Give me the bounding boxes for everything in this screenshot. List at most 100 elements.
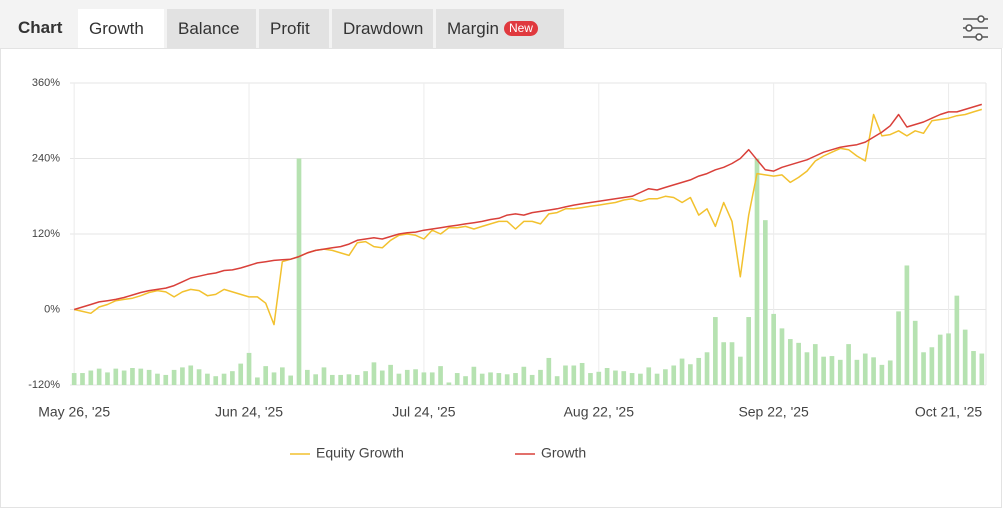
bar [554,376,560,385]
bar [896,311,901,385]
y-tick-label: 120% [32,228,60,240]
tab-label: Margin [447,19,499,38]
bar [446,382,452,385]
bar [438,366,443,385]
bar [255,377,260,385]
bar [205,373,210,385]
x-tick-label: Aug 22, '25 [564,404,635,420]
bar [338,374,343,385]
bar [829,356,835,385]
bar [688,364,693,385]
bar [238,363,244,385]
bar [754,158,760,385]
bar [812,344,818,385]
tab-label: Balance [178,19,240,38]
tab-bar: Chart Growth Balance Profit Drawdown Margin N… [0,0,1003,48]
bar [488,372,493,385]
bar [196,369,202,385]
bar [571,365,577,385]
bar [421,372,427,385]
bar [679,358,685,385]
bar [296,158,302,385]
x-tick-label: May 26, '25 [38,404,110,420]
bar [638,373,643,385]
filter-icon[interactable] [963,15,988,41]
bar [613,370,618,385]
bar [155,373,160,385]
bar [354,374,360,385]
tab[interactable]: Profit [259,9,329,48]
bar [363,371,368,385]
tab-label: Profit [270,19,310,38]
bar [529,374,535,385]
y-tick-label: 360% [32,77,60,89]
bar [513,373,518,385]
bar [804,352,810,385]
bar [721,342,727,385]
bar [246,352,252,385]
bar [113,368,119,385]
bar [579,362,585,385]
tabs-label: Chart [18,18,63,37]
bar [138,368,144,385]
bar [738,356,743,385]
bar [762,220,768,385]
tab[interactable]: Balance [167,9,256,48]
bar [230,371,235,385]
bar [713,317,718,385]
tab[interactable]: Margin New [436,9,564,48]
bar [413,369,418,385]
bar [887,360,893,385]
bar [854,359,860,385]
bar [429,372,435,385]
bar [954,295,960,385]
bar [971,351,976,385]
tab-label: Growth [89,19,144,38]
bar [404,369,410,385]
bar [146,369,152,385]
bar [921,352,926,385]
bar [171,369,177,385]
bar [837,359,843,385]
bar [604,368,610,385]
tab[interactable]: Drawdown [332,9,433,48]
bar [221,373,227,385]
bar [629,373,635,385]
panel [0,48,1002,508]
bar [471,366,477,385]
bar [546,357,552,385]
bar [180,367,185,385]
bar [538,369,543,385]
x-tick-label: Jul 24, '25 [392,404,456,420]
new-badge: New [503,21,538,36]
bar [96,368,102,385]
bar [787,339,793,385]
bar [105,372,110,385]
bar [646,367,652,385]
bar [371,362,377,385]
bar [280,367,285,385]
bar [962,329,968,385]
bar [929,347,935,385]
bar [263,366,269,385]
y-tick-label: -120% [28,379,60,391]
bar [746,317,752,385]
bar [596,371,602,385]
bar [729,342,735,385]
y-tick-label: 240% [32,152,60,164]
bar [479,373,485,385]
tab[interactable]: Growth [78,9,164,48]
bar [346,374,352,385]
bar [563,365,568,385]
bar [121,370,127,385]
bar [862,353,868,385]
bar [496,373,502,385]
bar [71,373,77,385]
bar [588,373,593,385]
bar [504,374,510,385]
bar [871,357,876,385]
bar [163,374,169,385]
legend-label: Growth [541,445,586,461]
